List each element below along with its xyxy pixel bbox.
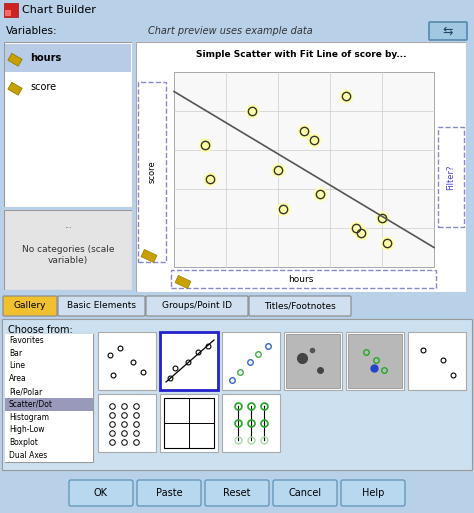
FancyBboxPatch shape	[341, 480, 405, 506]
Bar	[348, 334, 402, 388]
Bar	[98, 332, 156, 390]
Bar	[5, 360, 93, 372]
Text: Chart preview uses example data: Chart preview uses example data	[147, 26, 312, 36]
FancyBboxPatch shape	[273, 480, 337, 506]
Text: Filter?: Filter?	[447, 164, 456, 190]
Bar	[286, 334, 340, 388]
Text: Dual Axes: Dual Axes	[9, 451, 47, 460]
Text: Chart Builder: Chart Builder	[22, 5, 96, 15]
Bar	[5, 372, 93, 385]
FancyBboxPatch shape	[138, 82, 166, 262]
Text: Scatter/Dot: Scatter/Dot	[9, 400, 53, 409]
Bar	[164, 398, 214, 448]
Text: Basic Elements: Basic Elements	[67, 302, 136, 310]
FancyBboxPatch shape	[58, 296, 145, 316]
Text: No categories (scale
variable): No categories (scale variable)	[22, 245, 114, 265]
Bar	[408, 332, 466, 390]
Text: Boxplot: Boxplot	[9, 438, 38, 447]
Text: Line: Line	[9, 362, 25, 370]
Text: Titles/Footnotes: Titles/Footnotes	[264, 302, 336, 310]
Text: Area: Area	[9, 374, 27, 383]
Bar	[141, 249, 157, 263]
Text: score: score	[147, 161, 156, 183]
Text: Simple Scatter with Fit Line of score by...: Simple Scatter with Fit Line of score by…	[196, 49, 406, 58]
Bar	[5, 449, 93, 462]
Text: High-Low: High-Low	[9, 425, 45, 435]
Bar	[284, 332, 342, 390]
Bar	[174, 72, 434, 267]
Text: Groups/Point ID: Groups/Point ID	[162, 302, 232, 310]
Bar	[175, 275, 191, 289]
Text: OK: OK	[94, 488, 108, 498]
Bar	[5, 398, 93, 411]
Text: Help: Help	[362, 488, 384, 498]
Text: score: score	[30, 82, 56, 92]
Bar	[5, 44, 131, 72]
FancyBboxPatch shape	[205, 480, 269, 506]
FancyBboxPatch shape	[171, 270, 436, 288]
Bar	[5, 437, 93, 449]
Text: Cancel: Cancel	[289, 488, 321, 498]
Bar	[5, 411, 93, 424]
Text: Reset: Reset	[223, 488, 251, 498]
Bar	[8, 53, 22, 66]
Bar	[5, 334, 93, 462]
Bar	[222, 332, 280, 390]
Text: Variables:: Variables:	[6, 26, 58, 36]
Bar	[222, 394, 280, 452]
Text: Pie/Polar: Pie/Polar	[9, 387, 42, 396]
Bar	[8, 82, 22, 95]
Text: Favorites: Favorites	[9, 336, 44, 345]
Bar	[346, 332, 404, 390]
FancyBboxPatch shape	[249, 296, 351, 316]
Text: Choose from:: Choose from:	[8, 325, 73, 335]
Text: hours: hours	[288, 274, 314, 284]
FancyBboxPatch shape	[137, 480, 201, 506]
Bar	[5, 385, 93, 398]
FancyBboxPatch shape	[69, 480, 133, 506]
Bar	[5, 334, 93, 347]
Bar	[4, 3, 18, 17]
Text: ⇆: ⇆	[443, 25, 453, 37]
FancyBboxPatch shape	[438, 127, 464, 227]
FancyBboxPatch shape	[146, 296, 248, 316]
Text: Histogram: Histogram	[9, 412, 49, 422]
Bar	[5, 10, 11, 16]
Bar	[5, 424, 93, 437]
Bar	[160, 332, 218, 390]
Text: Bar: Bar	[9, 349, 22, 358]
Text: ...: ...	[64, 221, 72, 229]
Text: hours: hours	[30, 53, 61, 63]
FancyBboxPatch shape	[429, 22, 467, 40]
Bar	[5, 347, 93, 360]
Bar	[98, 394, 156, 452]
Bar	[160, 394, 218, 452]
Text: Paste: Paste	[155, 488, 182, 498]
FancyBboxPatch shape	[3, 296, 57, 316]
Text: Gallery: Gallery	[14, 302, 46, 310]
